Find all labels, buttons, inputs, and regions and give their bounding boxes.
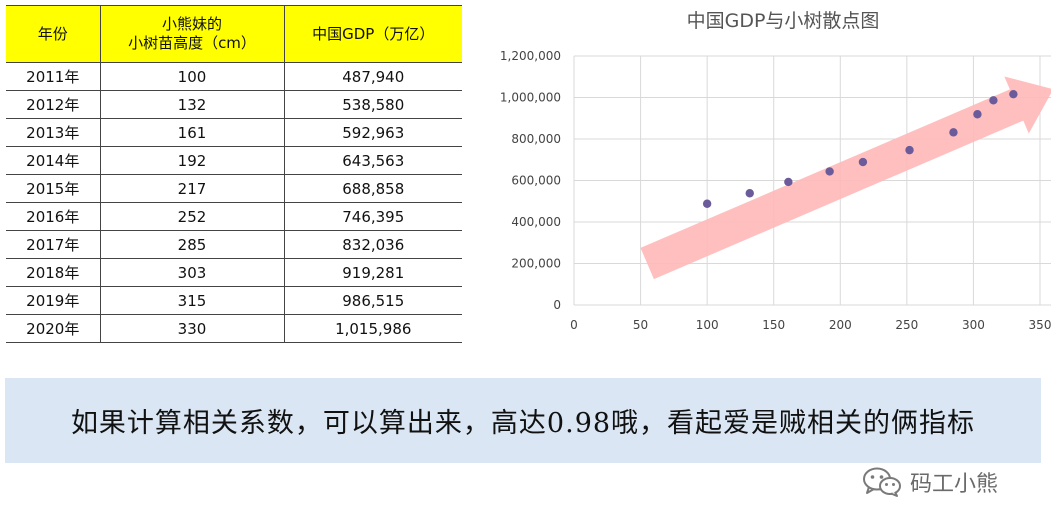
header-tree-height: 小熊妹的 小树苗高度（cm）: [100, 5, 285, 63]
scatter-point: [1009, 89, 1018, 99]
y-tick-label: 1,000,000: [500, 91, 561, 105]
cell-gdp: 688,858: [284, 174, 462, 203]
header-gdp: 中国GDP（万亿）: [284, 5, 462, 63]
table-row: 2016年 252 746,395: [6, 202, 462, 231]
cell-year: 2016年: [6, 202, 101, 231]
table-row: 2018年 303 919,281: [6, 258, 462, 287]
y-tick-label: 800,000: [511, 132, 561, 146]
cell-gdp: 1,015,986: [284, 314, 462, 343]
cell-year: 2012年: [6, 90, 101, 119]
table-row: 2017年 285 832,036: [6, 230, 462, 259]
cell-year: 2017年: [6, 230, 101, 259]
caption-band: 如果计算相关系数，可以算出来，高达0.98哦，看起爱是贼相关的俩指标: [5, 378, 1041, 463]
cell-year: 2020年: [6, 314, 101, 343]
scatter-point: [949, 128, 958, 137]
chart-tick-labels: 0 200,000 400,000 600,000 800,000 1,000,000 1,…: [500, 49, 1051, 332]
y-tick-label: 600,000: [511, 174, 561, 188]
scatter-point: [858, 157, 868, 167]
scatter-point: [745, 189, 754, 198]
y-tick-label: 200,000: [511, 257, 561, 271]
cell-tree-height: 100: [100, 62, 285, 91]
table-row: 2013年 161 592,963: [6, 118, 462, 147]
chart-grid: [573, 55, 1051, 306]
data-table: 年份 小熊妹的 小树苗高度（cm） 中国GDP（万亿） 2011年 100 487,…: [6, 5, 462, 343]
cell-gdp: 643,563: [284, 146, 462, 175]
scatter-point: [973, 110, 982, 119]
cell-tree-height: 252: [100, 202, 285, 231]
scatter-point: [905, 145, 914, 155]
cell-tree-height: 330: [100, 314, 285, 343]
cell-year: 2015年: [6, 174, 101, 203]
x-tick-label: 350: [1029, 318, 1051, 332]
y-tick-label: 0: [553, 298, 561, 312]
table-header-row: 年份 小熊妹的 小树苗高度（cm） 中国GDP（万亿）: [6, 5, 462, 63]
x-tick-label: 50: [633, 318, 648, 332]
y-tick-label: 1,200,000: [500, 49, 561, 63]
cell-year: 2011年: [6, 62, 101, 91]
cell-gdp: 592,963: [284, 118, 462, 147]
cell-tree-height: 217: [100, 174, 285, 203]
y-tick-label: 400,000: [511, 215, 561, 229]
table-row: 2019年 315 986,515: [6, 286, 462, 315]
x-tick-label: 250: [895, 318, 918, 332]
x-tick-label: 0: [570, 318, 578, 332]
cell-year: 2019年: [6, 286, 101, 315]
cell-year: 2013年: [6, 118, 101, 147]
cell-gdp: 832,036: [284, 230, 462, 259]
scatter-point: [989, 96, 998, 105]
cell-tree-height: 303: [100, 258, 285, 287]
x-tick-label: 200: [829, 318, 852, 332]
table-row: 2020年 330 1,015,986: [6, 314, 462, 343]
cell-tree-height: 132: [100, 90, 285, 119]
chart-points: [702, 89, 1018, 208]
caption-text: 如果计算相关系数，可以算出来，高达0.98哦，看起爱是贼相关的俩指标: [70, 408, 976, 439]
table-body: 2011年 100 487,940 2012年 132 538,580 2013年 161 59…: [6, 62, 462, 343]
cell-gdp: 746,395: [284, 202, 462, 231]
cell-gdp: 919,281: [284, 258, 462, 287]
table-row: 2015年 217 688,858: [6, 174, 462, 203]
cell-gdp: 487,940: [284, 62, 462, 91]
scatter-point: [702, 199, 712, 208]
cell-tree-height: 285: [100, 230, 285, 259]
cell-year: 2014年: [6, 146, 101, 175]
cell-gdp: 986,515: [284, 286, 462, 315]
chart-title: 中国GDP与小树散点图: [687, 10, 880, 32]
cell-tree-height: 315: [100, 286, 285, 315]
x-tick-label: 300: [962, 318, 985, 332]
cell-tree-height: 161: [100, 118, 285, 147]
scatter-chart: 中国GDP与小树散点图 0 200,000 400,000 600,000 800,00…: [500, 10, 1051, 332]
trend-arrow-shape: [640, 76, 1051, 280]
table-row: 2014年 192 643,563: [6, 146, 462, 175]
x-tick-label: 100: [696, 318, 719, 332]
cell-gdp: 538,580: [284, 90, 462, 119]
header-year: 年份: [6, 5, 101, 63]
trend-arrow: [640, 76, 1051, 280]
watermark-text: 码工小熊: [910, 472, 999, 497]
watermark: 码工小熊: [862, 464, 998, 500]
x-tick-label: 150: [762, 318, 785, 332]
wechat-icon: [862, 466, 902, 498]
table-row: 2012年 132 538,580: [6, 90, 462, 119]
scatter-point: [825, 167, 834, 176]
cell-year: 2018年: [6, 258, 101, 287]
scatter-point: [784, 177, 793, 187]
cell-tree-height: 192: [100, 146, 285, 175]
table-row: 2011年 100 487,940: [6, 62, 462, 91]
